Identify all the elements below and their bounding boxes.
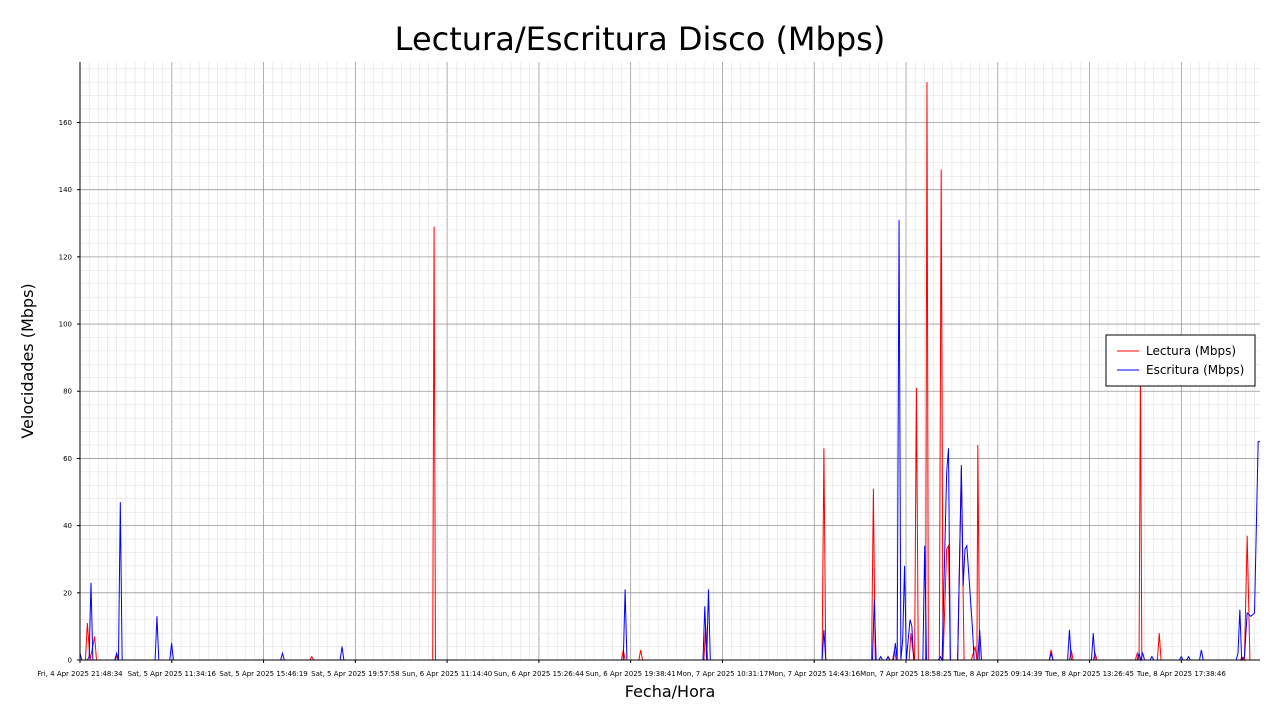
x-tick-label: Mon, 7 Apr 2025 14:43:16: [768, 670, 860, 678]
series-layer: [79, 82, 1260, 662]
chart-title: Lectura/Escritura Disco (Mbps): [395, 20, 886, 58]
legend-entry: Lectura (Mbps): [1146, 344, 1236, 358]
y-tick-label: 160: [59, 119, 72, 127]
x-tick-label: Tue, 8 Apr 2025 17:38:46: [1136, 670, 1226, 678]
x-tick-label: Sat, 5 Apr 2025 19:57:58: [311, 670, 399, 678]
axes: [79, 62, 1260, 661]
y-tick-label: 140: [59, 186, 72, 194]
x-tick-label: Mon, 7 Apr 2025 10:31:17: [677, 670, 769, 678]
x-axis-label: Fecha/Hora: [625, 682, 716, 701]
legend-box: [1105, 334, 1256, 387]
x-tick-label: Sat, 5 Apr 2025 11:34:16: [128, 670, 217, 678]
y-tick-label: 100: [59, 321, 72, 329]
x-tick-labels: Fri, 4 Apr 2025 21:48:34 Sat, 5 Apr 2025 …: [37, 660, 1226, 678]
series-line-lectura: [80, 82, 1260, 662]
x-tick-label: Mon, 7 Apr 2025 18:58:25: [860, 670, 952, 678]
legend-entry: Escritura (Mbps): [1146, 363, 1244, 377]
y-tick-label: 40: [63, 522, 72, 530]
series-line-escritura: [79, 219, 1260, 662]
x-tick-label: Sun, 6 Apr 2025 15:26:44: [494, 670, 585, 678]
y-tick-label: 20: [63, 589, 72, 597]
y-tick-label: 80: [63, 388, 72, 396]
y-tick-label: 0: [68, 657, 72, 665]
y-tick-label: 120: [59, 253, 72, 261]
x-tick-label: Sun, 6 Apr 2025 19:38:41: [586, 670, 676, 678]
y-tick-labels: 0 20 40 60 80 100 120 140 160: [59, 119, 80, 665]
x-tick-label: Sun, 6 Apr 2025 11:14:40: [402, 670, 492, 678]
x-tick-label: Tue, 8 Apr 2025 09:14:39: [952, 670, 1042, 678]
y-axis-label: Velocidades (Mbps): [18, 283, 37, 438]
y-tick-label: 60: [63, 455, 72, 463]
legend: Lectura (Mbps) Escritura (Mbps): [1105, 334, 1256, 387]
x-tick-label: Sat, 5 Apr 2025 15:46:19: [219, 670, 307, 678]
grid: [79, 62, 1260, 661]
x-tick-label: Fri, 4 Apr 2025 21:48:34: [37, 670, 123, 678]
x-tick-label: Tue, 8 Apr 2025 13:26:45: [1044, 670, 1134, 678]
